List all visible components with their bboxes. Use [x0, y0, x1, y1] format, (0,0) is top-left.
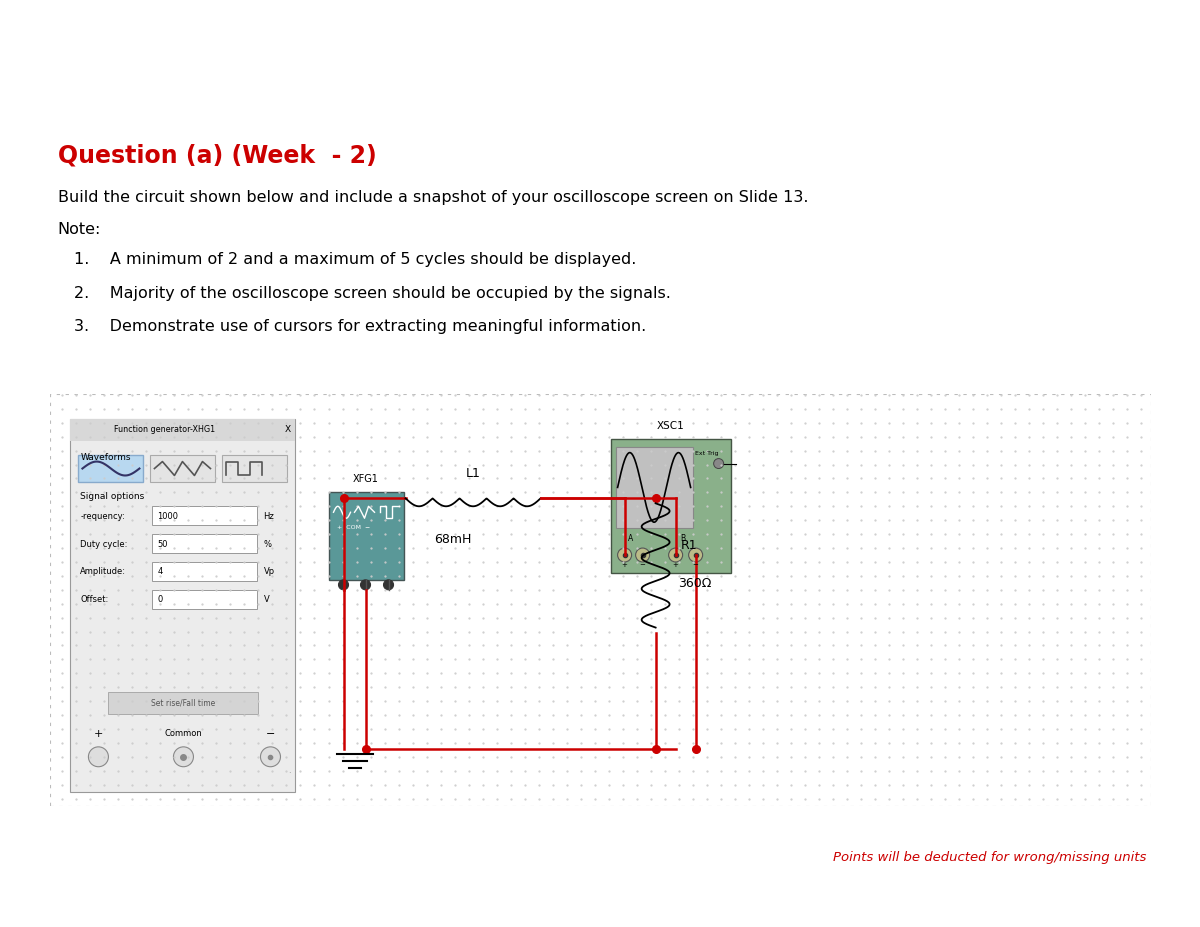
Bar [71, 419, 295, 440]
Text: Vp: Vp [264, 567, 275, 577]
Circle shape [636, 548, 649, 562]
Circle shape [714, 459, 724, 468]
Text: −: − [640, 562, 646, 568]
Bar [150, 454, 216, 482]
Bar [329, 492, 403, 580]
Bar [616, 447, 692, 528]
Text: 68mH: 68mH [434, 533, 472, 546]
Text: +: + [622, 562, 628, 568]
Circle shape [360, 580, 371, 590]
Text: A: A [628, 534, 634, 542]
FancyBboxPatch shape [71, 419, 295, 792]
Text: R1: R1 [680, 540, 697, 552]
Text: Waveforms: Waveforms [80, 452, 131, 462]
Text: 2.    Majority of the oscilloscope screen should be occupied by the signals.: 2. Majority of the oscilloscope screen s… [74, 286, 671, 300]
Bar [152, 562, 258, 581]
Bar [152, 534, 258, 553]
Text: Points will be deducted for wrong/missing units: Points will be deducted for wrong/missin… [833, 851, 1146, 864]
Text: 4: 4 [157, 567, 163, 577]
Circle shape [174, 747, 193, 767]
Bar [611, 438, 731, 573]
Text: Note:: Note: [58, 222, 101, 237]
Text: %: % [264, 540, 271, 549]
Text: +: + [673, 562, 678, 568]
Text: Function generator-XHG1: Function generator-XHG1 [114, 425, 216, 434]
Text: V: V [264, 595, 269, 604]
Text: 360Ω: 360Ω [678, 577, 712, 590]
Text: 0: 0 [157, 595, 163, 604]
Text: XFG1: XFG1 [353, 475, 379, 485]
Text: Amplitude:: Amplitude: [80, 567, 126, 577]
Text: -requency:: -requency: [80, 512, 125, 521]
Text: −: − [265, 729, 275, 739]
Text: ·: · [288, 769, 290, 778]
Text: +: + [94, 729, 103, 739]
Bar [222, 454, 288, 482]
Text: Build the circuit shown below and include a snapshot of your oscilloscope screen: Build the circuit shown below and includ… [58, 190, 808, 205]
Text: −: − [692, 562, 698, 568]
Text: Set rise/Fall time: Set rise/Fall time [151, 699, 216, 707]
Text: Ext Trig: Ext Trig [695, 451, 718, 456]
Bar [108, 692, 258, 714]
Text: L1: L1 [466, 467, 480, 480]
Text: Signal options: Signal options [80, 492, 145, 502]
Circle shape [338, 580, 348, 590]
Text: +  COM  −: + COM − [336, 525, 370, 529]
Text: Question (a) (Week  - 2): Question (a) (Week - 2) [58, 144, 377, 168]
Circle shape [384, 580, 394, 590]
Text: Duty cycle:: Duty cycle: [80, 540, 127, 549]
Text: 50: 50 [157, 540, 168, 549]
Circle shape [260, 747, 281, 767]
Circle shape [689, 548, 703, 562]
Bar [78, 454, 144, 482]
Circle shape [618, 548, 631, 562]
Circle shape [668, 548, 683, 562]
Text: B: B [680, 534, 685, 542]
Text: X: X [284, 425, 290, 434]
Text: Hz: Hz [264, 512, 275, 521]
Text: 3.    Demonstrate use of cursors for extracting meaningful information.: 3. Demonstrate use of cursors for extrac… [74, 319, 647, 334]
Text: 1000: 1000 [157, 512, 179, 521]
Circle shape [89, 747, 108, 767]
Text: Offset:: Offset: [80, 595, 109, 604]
Text: Common: Common [164, 730, 203, 739]
Bar [152, 590, 258, 609]
Text: 1.    A minimum of 2 and a maximum of 5 cycles should be displayed.: 1. A minimum of 2 and a maximum of 5 cyc… [74, 252, 637, 267]
Text: XSC1: XSC1 [656, 421, 684, 431]
Bar [152, 506, 258, 526]
